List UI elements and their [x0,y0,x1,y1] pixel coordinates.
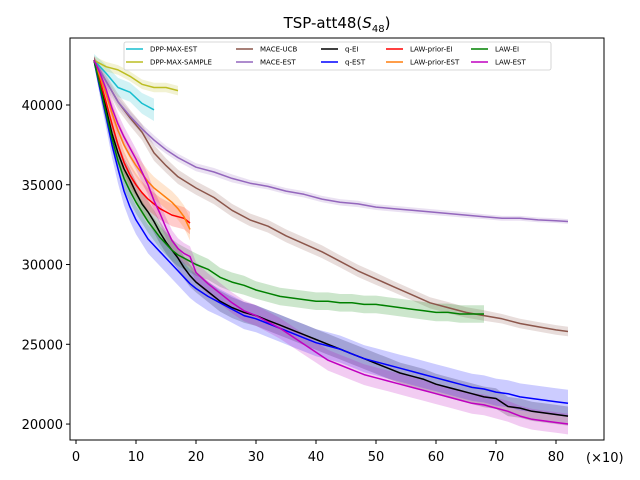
series-line-law-ei [93,60,484,315]
x-tick-label: 0 [72,450,80,465]
x-tick-label: 30 [248,450,265,465]
chart-title: TSP-att48(S48) [283,14,391,35]
x-tick-label: 80 [548,450,565,465]
x-tick-label: 10 [128,450,145,465]
band-q-ei [94,56,568,426]
y-tick-label: 40000 [22,99,63,114]
x-axis: 0 10 20 30 40 50 60 70 80 [72,440,564,465]
series-line-law-est [93,59,569,425]
x-tick-label: 40 [308,450,325,465]
series-line-q-ei [93,60,569,417]
series-line-dpp-max-est [93,59,155,111]
band-law-ei [94,56,484,323]
x-tick-label: 60 [428,450,445,465]
legend-label-law-est: LAW-EST [495,59,526,67]
legend: DPP-MAX-EST DPP-MAX-SAMPLE MACE-UCB MACE-ES… [123,41,552,71]
series-line-mace-ucb [93,59,569,333]
legend-label-law-prior-ei: LAW-prior-EI [410,46,453,54]
legend-box [123,41,552,71]
series-lines [93,59,569,425]
y-tick-label: 20000 [22,418,63,433]
legend-label-dpp-max-est: DPP-MAX-EST [150,46,198,54]
x-tick-label: 20 [188,450,205,465]
series-line-dpp-max-sample [93,59,179,92]
series-line-law-prior-ei [93,60,191,224]
legend-label-law-ei: LAW-EI [495,46,519,54]
band-law-prior-est [94,56,190,241]
legend-label-law-prior-est: LAW-prior-EST [410,59,460,67]
band-law-est [94,56,568,435]
x-multiplier-label: (×10) [586,451,624,466]
y-tick-label: 25000 [22,338,63,353]
band-dpp-max-est [94,54,154,121]
y-axis: 20000 25000 30000 35000 40000 [22,99,70,433]
legend-label-dpp-max-sample: DPP-MAX-SAMPLE [150,59,212,67]
y-tick-label: 30000 [22,259,63,274]
band-law-prior-ei [94,56,190,235]
x-tick-label: 50 [368,450,385,465]
legend-label-q-ei: q-EI [345,46,358,54]
legend-label-mace-est: MACE-EST [260,59,296,67]
legend-label-mace-ucb: MACE-UCB [260,46,298,54]
legend-label-q-est: q-EST [345,59,366,67]
plot-frame [69,37,605,441]
band-dpp-max-sample [94,56,178,96]
y-tick-label: 35000 [22,179,63,194]
x-tick-label: 70 [488,450,505,465]
series-line-mace-est [93,59,569,223]
